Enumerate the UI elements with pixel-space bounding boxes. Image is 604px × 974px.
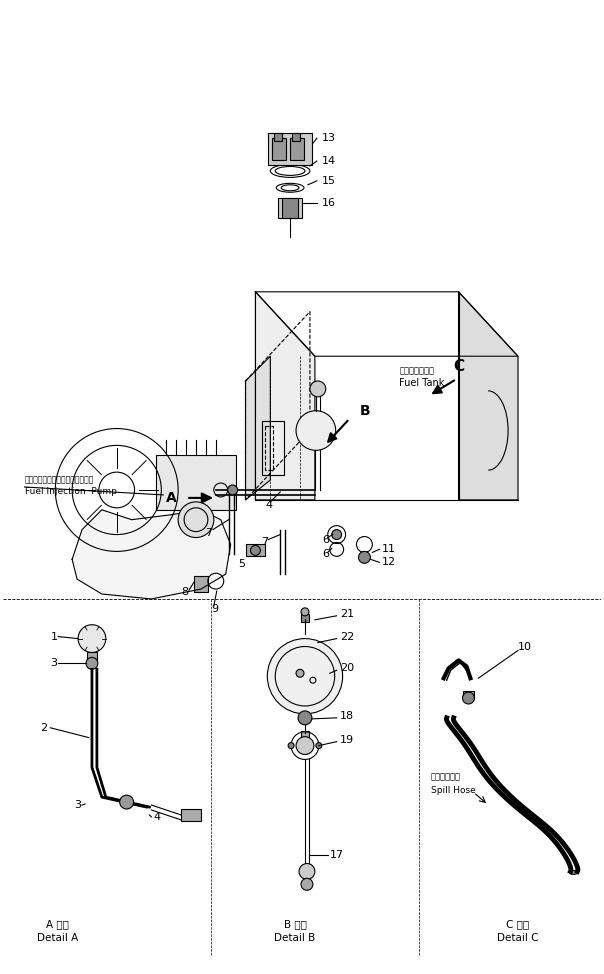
Text: 7: 7 [262, 538, 269, 547]
Circle shape [86, 657, 98, 669]
Text: 4: 4 [153, 812, 161, 822]
Bar [245, 544, 265, 556]
Text: 17: 17 [330, 849, 344, 860]
Text: 11: 11 [382, 544, 396, 554]
Circle shape [268, 639, 342, 714]
Circle shape [316, 742, 322, 749]
Circle shape [228, 485, 237, 495]
Text: フュエルタンク: フュエルタンク [399, 366, 434, 376]
Text: B: B [359, 403, 370, 418]
Bar [262, 421, 284, 475]
Circle shape [301, 608, 309, 616]
Circle shape [296, 411, 336, 450]
Text: Fuel Injection  Pump: Fuel Injection Pump [25, 487, 117, 497]
Text: 1: 1 [50, 631, 57, 642]
Text: 18: 18 [339, 711, 354, 721]
Circle shape [308, 424, 322, 437]
Bar [156, 455, 236, 509]
Polygon shape [245, 356, 271, 500]
Bar [194, 577, 208, 592]
Text: スピルホース: スピルホース [431, 772, 461, 782]
Text: 22: 22 [339, 631, 354, 642]
Bar [301, 730, 309, 736]
Bar [87, 653, 97, 660]
Text: 10: 10 [518, 642, 532, 652]
Bar [290, 138, 304, 160]
Text: 4: 4 [265, 500, 272, 509]
Bar [272, 138, 286, 160]
Text: 14: 14 [322, 156, 336, 166]
Polygon shape [255, 292, 315, 500]
Polygon shape [72, 509, 231, 599]
Text: 19: 19 [339, 734, 354, 745]
Text: A: A [166, 491, 177, 505]
Text: Fuel Tank: Fuel Tank [399, 378, 445, 388]
Bar [274, 133, 282, 141]
Circle shape [332, 530, 342, 540]
Text: フュエルインジェクションポンプ: フュエルインジェクションポンプ [25, 475, 94, 484]
Text: Detail A: Detail A [37, 933, 78, 943]
Circle shape [120, 795, 133, 809]
Circle shape [298, 711, 312, 725]
Circle shape [288, 742, 294, 749]
Polygon shape [458, 292, 518, 500]
Text: B 詳細: B 詳細 [284, 918, 306, 929]
Circle shape [301, 879, 313, 890]
Text: 13: 13 [322, 133, 336, 143]
Text: C 詳細: C 詳細 [506, 918, 530, 929]
Circle shape [299, 864, 315, 880]
Text: 6: 6 [322, 549, 329, 559]
Text: 5: 5 [239, 559, 246, 569]
Text: 2: 2 [40, 723, 48, 732]
Text: Detail B: Detail B [274, 933, 316, 943]
Bar [301, 614, 309, 621]
Circle shape [310, 381, 326, 396]
Text: 8: 8 [181, 587, 188, 597]
Text: 15: 15 [322, 176, 336, 186]
Circle shape [78, 624, 106, 653]
Bar [292, 133, 300, 141]
Text: 3: 3 [50, 658, 57, 668]
Text: 20: 20 [339, 663, 354, 673]
Text: 9: 9 [211, 604, 218, 614]
Circle shape [178, 502, 214, 538]
Text: A 詳細: A 詳細 [46, 918, 69, 929]
Text: 7: 7 [205, 528, 212, 538]
Circle shape [359, 551, 370, 563]
Text: Spill Hose: Spill Hose [431, 786, 475, 795]
Text: 6: 6 [322, 535, 329, 544]
Text: 3: 3 [74, 800, 81, 810]
Circle shape [296, 736, 314, 755]
Circle shape [251, 545, 260, 555]
Bar [268, 133, 312, 165]
Ellipse shape [570, 871, 577, 875]
Bar [181, 809, 201, 821]
Text: C: C [454, 358, 464, 374]
Circle shape [296, 669, 304, 677]
Polygon shape [255, 292, 518, 356]
Bar [463, 692, 474, 699]
Text: Detail C: Detail C [497, 933, 539, 943]
Circle shape [463, 693, 474, 704]
Bar [282, 198, 298, 217]
Text: 16: 16 [322, 198, 336, 207]
Bar [265, 426, 273, 470]
Text: 21: 21 [339, 609, 354, 618]
Bar [278, 198, 302, 217]
Text: 12: 12 [382, 557, 396, 567]
